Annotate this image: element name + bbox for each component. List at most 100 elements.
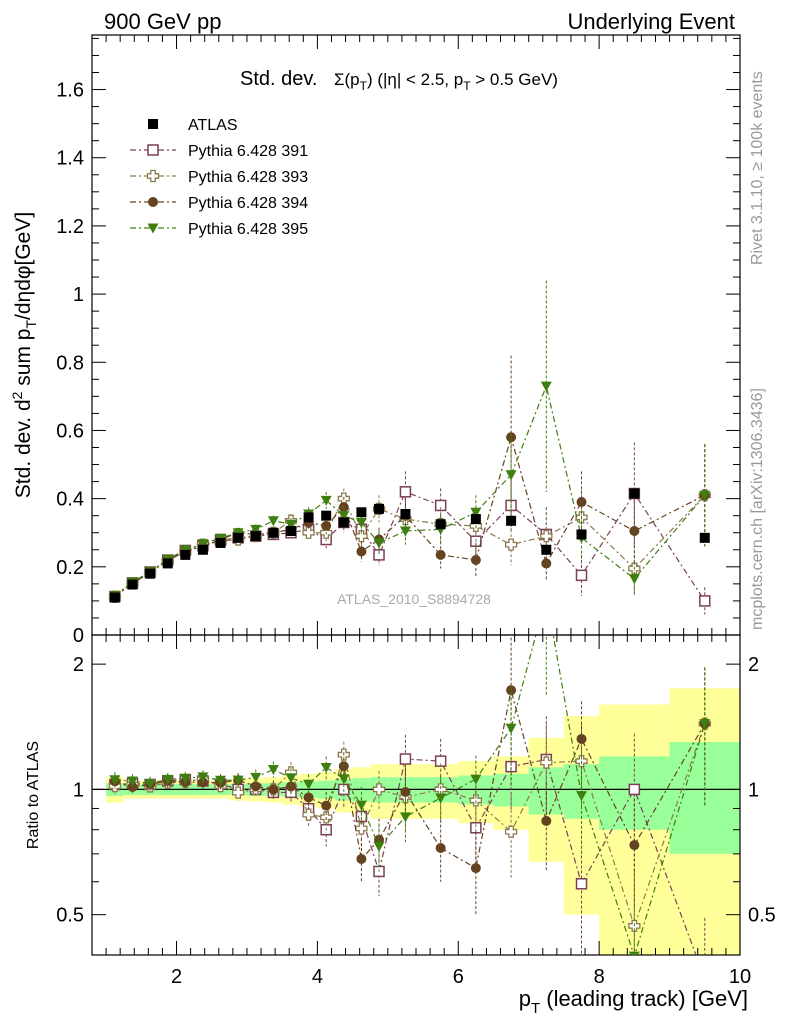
- atlas-point: [303, 512, 314, 523]
- atlas-point: [629, 488, 640, 499]
- legend: ATLAS Pythia 6.428 391 Pythia 6.428 393 Pyt…: [130, 117, 308, 238]
- y-tick-label-main: 0.8: [56, 352, 84, 374]
- legend-marker: [147, 144, 159, 156]
- data-point: [250, 524, 262, 535]
- ratio-point: [505, 760, 517, 773]
- atlas-point: [180, 549, 191, 560]
- ratio-point: [321, 800, 332, 811]
- ratio-point: [285, 773, 297, 784]
- ratio-point: [356, 853, 367, 864]
- data-point: [356, 546, 367, 557]
- data-point: [197, 539, 209, 550]
- atlas-point: [162, 558, 173, 569]
- ratio-line: [114, 723, 706, 928]
- mcplots-label: mcplots.cern.ch [arXiv:1306.3436]: [749, 388, 766, 630]
- data-point: [399, 526, 411, 537]
- ratio-point: [215, 775, 227, 786]
- ratio-point: [469, 794, 483, 807]
- legend-marker: [148, 119, 158, 129]
- y-tick-label-main: 0.6: [56, 420, 84, 442]
- atlas-point: [435, 519, 446, 530]
- data-point: [338, 511, 350, 522]
- legend-label: ATLAS: [188, 117, 238, 134]
- header-right: Underlying Event: [567, 9, 735, 34]
- ratio-line: [114, 758, 697, 955]
- x-tick-label: 2: [171, 966, 182, 988]
- y-tick-label-main: 0.4: [56, 489, 84, 511]
- ratio-line: [114, 635, 706, 955]
- y-tick-label-ratio-right: 0.5: [748, 905, 776, 927]
- ratio-point: [470, 774, 482, 785]
- data-point: [355, 518, 367, 528]
- data-point: [575, 569, 588, 582]
- atlas-data: [109, 488, 710, 603]
- ratio-uncertainty-bands: [106, 688, 740, 955]
- data-point: [541, 558, 552, 569]
- legend-marker: [148, 197, 158, 207]
- ratio-point: [541, 815, 552, 826]
- ratio-point: [576, 733, 587, 744]
- atlas-point: [321, 510, 332, 521]
- legend-label: Pythia 6.428 394: [188, 195, 308, 212]
- ratio-point: [373, 841, 385, 852]
- series-3: [109, 355, 710, 601]
- y-tick-label-ratio: 0.5: [56, 905, 84, 927]
- svg-text:Std. dev. d2 sum pT/dηdφ[GeV]: Std. dev. d2 sum pT/dηdφ[GeV]: [9, 212, 39, 498]
- y-tick-label-ratio: 1: [73, 779, 84, 801]
- ratio-series-4: [109, 591, 711, 955]
- ratio-point: [250, 772, 262, 783]
- ratio-point: [250, 781, 261, 792]
- data-point: [399, 486, 412, 498]
- atlas-point: [197, 544, 208, 555]
- ratio-point: [320, 763, 332, 774]
- main-series: [108, 280, 711, 615]
- ratio-point: [303, 779, 315, 790]
- title-formula: Σ(pT) (|η| < 2.5, pT > 0.5 GeV): [334, 70, 558, 93]
- ratio-point: [338, 774, 350, 785]
- data-point: [470, 555, 481, 565]
- y-tick-label-main: 0.2: [56, 557, 84, 579]
- ratio-point: [399, 812, 411, 823]
- ratio-point: [355, 810, 368, 823]
- data-point: [699, 490, 711, 501]
- ratio-point: [268, 784, 279, 795]
- data-point: [302, 526, 315, 539]
- data-point: [320, 495, 332, 506]
- legend-label: Pythia 6.428 395: [188, 221, 308, 238]
- analysis-watermark: ATLAS_2010_S8894728: [337, 591, 491, 607]
- ylabel-main: Std. dev. d2 sum pT/dηdφ[GeV]: [9, 212, 39, 498]
- ratio-point: [400, 786, 411, 797]
- ratio-point: [470, 863, 481, 874]
- ratio-point: [355, 800, 367, 811]
- atlas-point: [541, 544, 552, 555]
- data-point: [435, 549, 446, 560]
- x-tick-label: 10: [729, 966, 751, 988]
- x-tick-label: 4: [312, 966, 323, 988]
- ratio-point: [303, 792, 314, 803]
- data-point: [576, 497, 587, 508]
- title-main: Std. dev.: [240, 68, 317, 90]
- ratio-point: [435, 843, 446, 854]
- ratio-point: [629, 840, 640, 851]
- y-tick-label-ratio-right: 2: [748, 654, 759, 676]
- ratio-point: [576, 791, 588, 802]
- ratio-point: [179, 773, 191, 784]
- ratio-point: [372, 783, 386, 796]
- ratio-point: [541, 591, 552, 601]
- data-point: [628, 574, 640, 585]
- xlabel: pT (leading track) [GeV]: [519, 986, 748, 1017]
- y-tick-label-main: 1.6: [56, 80, 84, 102]
- ratio-point: [628, 951, 640, 955]
- ratio-point: [628, 783, 641, 796]
- atlas-point: [400, 508, 411, 519]
- data-point: [434, 499, 447, 512]
- data-point: [540, 381, 552, 392]
- ratio-point: [540, 756, 553, 769]
- ratio-point: [285, 781, 296, 792]
- ratio-point: [109, 775, 121, 786]
- atlas-point: [356, 507, 367, 518]
- data-point: [629, 526, 640, 537]
- data-point: [267, 516, 279, 527]
- atlas-point: [109, 592, 120, 603]
- data-point: [355, 529, 368, 543]
